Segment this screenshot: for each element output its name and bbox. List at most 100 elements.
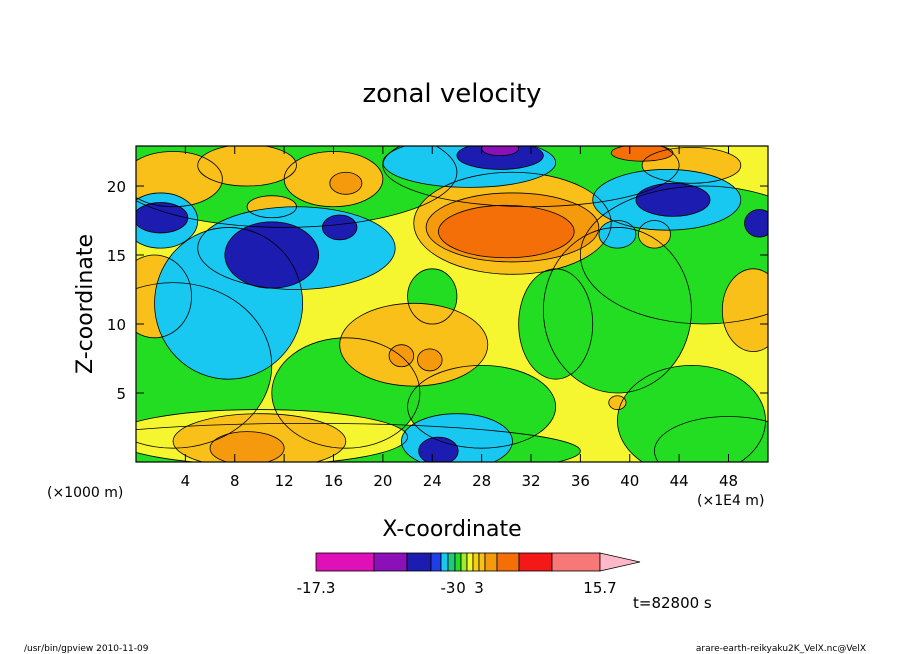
x-tick-label: 40	[620, 472, 639, 490]
colorbar-box	[440, 552, 449, 572]
contour-line	[654, 416, 768, 462]
colorbar-box	[478, 552, 486, 572]
colorbar-box	[454, 552, 462, 572]
contour-line	[637, 220, 671, 249]
contour-line	[321, 214, 358, 241]
field-region	[654, 416, 768, 462]
colorbar-box	[484, 552, 498, 572]
field-region	[518, 268, 593, 380]
colorbar-tick-label: -17.3	[297, 579, 336, 597]
colorbar-tick-label: 15.7	[583, 579, 616, 597]
contour-line	[608, 395, 627, 410]
x-tick-label: 36	[571, 472, 590, 490]
contour-line	[744, 209, 768, 238]
colorbar-box	[496, 552, 520, 572]
colorbar-tick-labels: -17.3 -3 0 3 15.7	[297, 579, 617, 597]
colorbar-tick-label: 3	[474, 579, 484, 597]
x-tick-label: 8	[230, 472, 240, 490]
x-tick-label: 28	[472, 472, 491, 490]
field-region	[417, 348, 443, 371]
chart-title: zonal velocity	[362, 79, 541, 109]
x-tick-label: 4	[181, 472, 191, 490]
x-tick-label: 24	[423, 472, 442, 490]
field-region	[456, 146, 544, 170]
x-axis-ticks: 4 8 12 16 20 24 28 32 36 40 44 48	[181, 146, 738, 490]
colorbar-over-arrow	[599, 552, 641, 572]
field-region	[481, 146, 519, 156]
contour-line	[418, 436, 459, 462]
colorbar-box	[406, 552, 432, 572]
contour-line	[136, 254, 192, 339]
field-region	[389, 344, 414, 367]
x-tick-label: 16	[324, 472, 343, 490]
field-region	[224, 221, 319, 289]
contour-line	[197, 206, 396, 290]
contour-line	[417, 348, 443, 372]
contour-line	[136, 151, 223, 208]
contour-line	[610, 146, 674, 162]
colorbar-box	[472, 552, 480, 572]
contour-line	[721, 268, 768, 352]
contour-line	[598, 220, 637, 249]
colorbar	[315, 552, 641, 572]
field-region	[608, 395, 627, 410]
field-region	[611, 146, 673, 162]
colorbar-box	[466, 552, 474, 572]
x-tick-label: 44	[670, 472, 689, 490]
colorbar-tick-label: 0	[456, 579, 466, 597]
plot-frame	[135, 145, 769, 463]
colorbar-box	[430, 552, 442, 572]
contour-line	[136, 202, 189, 234]
field-region	[418, 437, 459, 462]
field-region	[210, 431, 285, 462]
field-region	[136, 202, 188, 233]
contour-line	[136, 146, 458, 228]
field-region	[322, 214, 357, 240]
y-tick-label: 5	[116, 385, 126, 403]
contour-line	[635, 182, 711, 217]
footer-source: arare-earth-reikyaku2K_VelX.nc@VelX	[696, 644, 866, 654]
contour-line	[136, 409, 408, 462]
field-region	[722, 268, 768, 352]
y-tick-label: 10	[107, 316, 126, 334]
contour-line	[592, 169, 742, 231]
heatmap-field	[136, 146, 768, 462]
colorbar-box	[373, 552, 408, 572]
y-axis-ticks: 5 10 15 20	[107, 178, 768, 403]
field-region	[339, 303, 488, 387]
contour-line	[382, 146, 557, 188]
contour-line	[407, 268, 458, 325]
y-unit-label: (×1E4 m)	[697, 493, 764, 509]
contour-line	[136, 422, 581, 462]
contour-line	[197, 146, 297, 187]
contour-line	[209, 431, 285, 462]
contour-line	[271, 337, 421, 449]
contour-line	[456, 146, 544, 170]
contour-line	[154, 227, 304, 380]
contour-line	[580, 185, 768, 325]
x-tick-label: 32	[521, 472, 540, 490]
contour-line	[413, 171, 612, 275]
contour-line	[542, 227, 692, 394]
colorbar-box	[518, 552, 553, 572]
y-tick-label: 15	[107, 247, 126, 265]
contour-line	[438, 204, 575, 259]
contour-line	[172, 413, 347, 462]
contour-line	[339, 302, 489, 387]
contour-line	[425, 192, 600, 263]
field-region	[598, 220, 636, 249]
contour-line	[388, 344, 415, 368]
colorbar-box	[447, 552, 456, 572]
x-axis-label: X-coordinate	[382, 517, 521, 542]
field-region	[744, 209, 768, 238]
field-region	[438, 205, 575, 258]
colorbar-box	[315, 552, 375, 572]
footer-program: /usr/bin/gpview 2010-11-09	[24, 644, 149, 654]
x-unit-label: (×1000 m)	[47, 485, 123, 501]
contour-line	[329, 171, 363, 195]
contour-line	[401, 413, 513, 462]
x-tick-label: 48	[719, 472, 738, 490]
colorbar-box	[551, 552, 601, 572]
colorbar-box	[460, 552, 468, 572]
